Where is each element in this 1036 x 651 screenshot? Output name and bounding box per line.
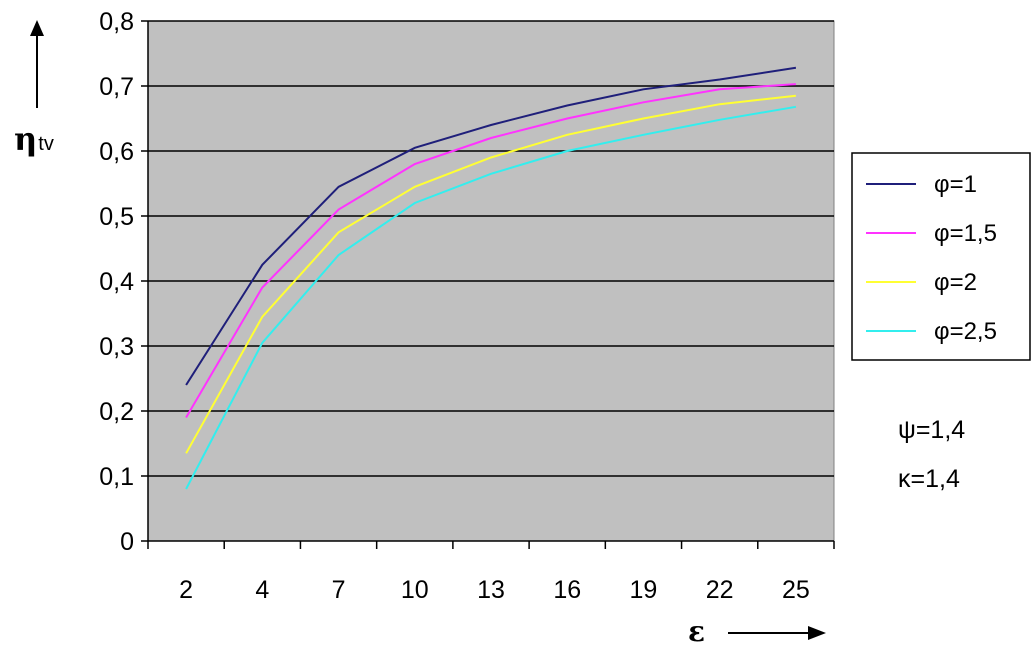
legend-box xyxy=(851,152,1031,361)
x-tick-label: 19 xyxy=(630,576,658,604)
series-line-4 xyxy=(185,105,797,490)
y-tick-label: 0,8 xyxy=(99,8,134,36)
annotation-kappa: κ=1,4 xyxy=(898,465,960,493)
annotation-psi: ψ=1,4 xyxy=(898,416,965,444)
x-tick-label: 7 xyxy=(332,576,346,604)
gridlines xyxy=(148,20,834,477)
x-tick-label: 16 xyxy=(553,576,581,604)
y-axis-arrow xyxy=(30,20,44,108)
x-tick-label: 25 xyxy=(782,576,810,604)
x-axis-arrow xyxy=(728,626,826,640)
y-tick-label: 0,3 xyxy=(99,333,134,361)
legend-label: φ=2,5 xyxy=(934,318,997,345)
x-axis-label: ε xyxy=(688,615,705,648)
y-ticks: 0 0,1 0,2 0,3 0,4 0,5 0,6 0,7 0,8 xyxy=(99,8,148,556)
x-ticks: 2 4 7 10 13 16 19 22 25 xyxy=(147,541,835,604)
y-tick-label: 0,2 xyxy=(99,398,134,426)
y-axis-label: ηtv xyxy=(14,120,54,158)
x-tick-label: 4 xyxy=(255,576,269,604)
series-layer xyxy=(185,66,797,490)
series-line-2 xyxy=(185,83,796,419)
x-tick-label: 2 xyxy=(179,576,193,604)
x-tick-label: 22 xyxy=(706,576,734,604)
legend-label: φ=1 xyxy=(934,171,977,198)
y-tick-label: 0,1 xyxy=(99,463,134,491)
x-tick-label: 10 xyxy=(401,576,429,604)
x-tick-label: 13 xyxy=(477,576,505,604)
y-tick-label: 0,5 xyxy=(99,203,134,231)
y-tick-label: 0,4 xyxy=(99,268,134,296)
legend-label: φ=2 xyxy=(934,269,977,296)
legend-label: φ=1,5 xyxy=(934,220,997,247)
y-tick-label: 0 xyxy=(120,528,134,556)
y-tick-label: 0,6 xyxy=(99,138,134,166)
series-line-1 xyxy=(185,66,797,386)
legend: φ=1 φ=1,5 φ=2 φ=2,5 xyxy=(851,152,1031,361)
series-line-3 xyxy=(185,94,797,454)
y-tick-label: 0,7 xyxy=(99,73,134,101)
